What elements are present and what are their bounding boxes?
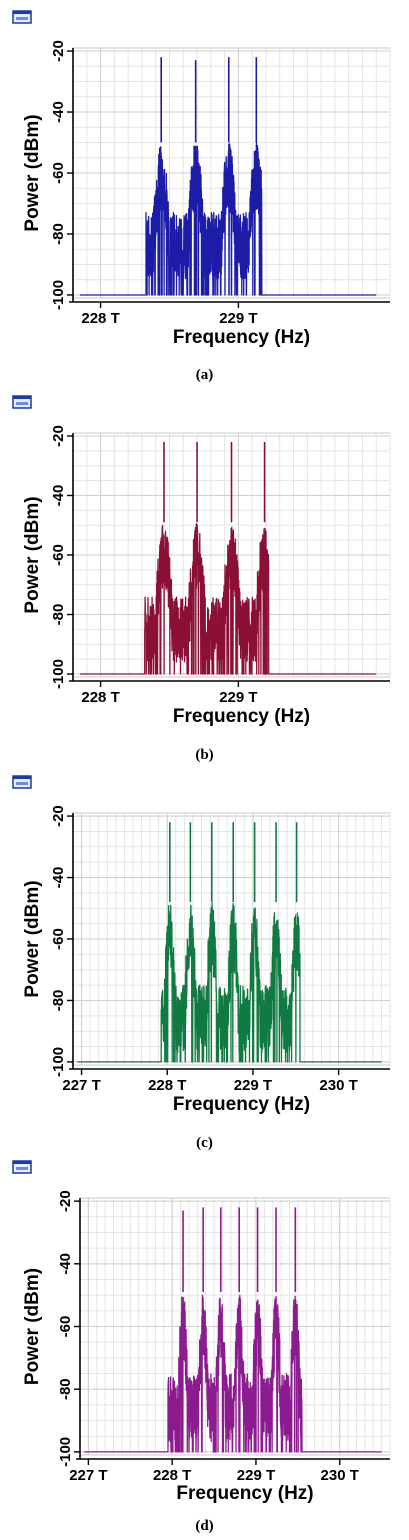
y-tick-label: -20	[50, 40, 67, 62]
y-tick-label: -100	[50, 1047, 67, 1077]
x-tick-label: 228 T	[81, 689, 119, 706]
y-axis-title: Power (dBm)	[22, 1268, 43, 1385]
x-tick-label: 227 T	[69, 1467, 107, 1484]
x-axis-title: Frequency (Hz)	[173, 1094, 310, 1115]
y-tick-label: -60	[50, 544, 67, 566]
y-tick-label: -60	[50, 162, 67, 184]
caption-b: (b)	[195, 747, 214, 763]
y-tick-label: -80	[50, 990, 67, 1012]
y-axis-title: Power (dBm)	[22, 880, 43, 997]
y-tick-label: -40	[50, 867, 67, 889]
spectrum-trace	[79, 142, 377, 296]
x-tick-label: 229 T	[234, 1077, 272, 1094]
x-axis-title: Frequency (Hz)	[173, 327, 310, 348]
graph-window-icon[interactable]	[12, 1160, 32, 1174]
y-axis-title: Power (dBm)	[22, 496, 43, 613]
spectrum-panel-c: -20 -40 -60 -80 -100 227 T 228 T 229 T 230 T Freq…	[0, 765, 409, 1151]
x-tick-label: 230 T	[319, 1077, 357, 1094]
x-tick-label: 227 T	[62, 1077, 100, 1094]
y-tick-label: -100	[50, 659, 67, 689]
y-tick-label: -80	[50, 604, 67, 626]
y-tick-label: -20	[50, 805, 67, 827]
y-tick-label: -40	[50, 101, 67, 123]
spectrum-trace	[79, 523, 377, 675]
x-tick-label: 229 T	[219, 310, 257, 327]
spectrum-panel-b: -20 -40 -60 -80 -100 228 T 229 T Frequency (Hz)…	[0, 385, 409, 765]
grid	[72, 48, 391, 298]
x-tick-label: 228 T	[148, 1077, 186, 1094]
y-tick-label: -60	[57, 1316, 74, 1338]
y-tick-label: -60	[50, 928, 67, 950]
x-axis-title: Frequency (Hz)	[176, 1483, 313, 1504]
graph-window-icon[interactable]	[12, 10, 32, 24]
spectrum-trace	[77, 902, 382, 1063]
y-tick-label: -20	[50, 425, 67, 447]
caption-a: (a)	[195, 367, 214, 383]
x-tick-label: 229 T	[219, 689, 257, 706]
x-tick-label: 229 T	[237, 1467, 275, 1484]
graph-window-icon[interactable]	[12, 395, 32, 409]
x-axis-title: Frequency (Hz)	[173, 706, 310, 727]
y-tick-label: -40	[50, 485, 67, 507]
caption-d: (d)	[195, 1518, 214, 1534]
caption-c: (c)	[196, 1135, 213, 1151]
y-tick-label: -80	[50, 223, 67, 245]
spectrum-trace	[84, 1294, 382, 1453]
spectrum-panel-a: -20 -40 -60 -80 -100 228 T 229 T Frequency (Hz)…	[0, 0, 409, 385]
x-tick-label: 230 T	[321, 1467, 359, 1484]
x-tick-label: 228 T	[81, 310, 119, 327]
y-tick-label: -100	[50, 280, 67, 310]
y-tick-label: -40	[57, 1253, 74, 1275]
y-tick-label: -20	[57, 1190, 74, 1212]
x-tick-label: 228 T	[153, 1467, 191, 1484]
graph-window-icon[interactable]	[12, 775, 32, 789]
y-axis-title: Power (dBm)	[22, 114, 43, 231]
y-tick-label: -100	[57, 1437, 74, 1467]
spectrum-panel-d: -20 -40 -60 -80 -100 227 T 228 T 229 T 230 T Freq…	[0, 1150, 409, 1540]
y-tick-label: -80	[57, 1378, 74, 1400]
